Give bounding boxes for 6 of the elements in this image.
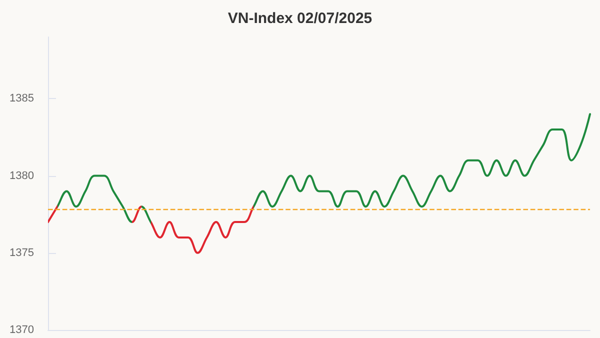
y-tick-label: 1385 — [10, 92, 34, 105]
y-tick-label: 1380 — [10, 170, 34, 182]
line-series — [47, 113, 591, 254]
y-tick-label: 1370 — [10, 324, 34, 336]
y-tick-label: 1375 — [10, 246, 34, 259]
chart-title: VN-Index 02/07/2025 — [228, 10, 372, 27]
